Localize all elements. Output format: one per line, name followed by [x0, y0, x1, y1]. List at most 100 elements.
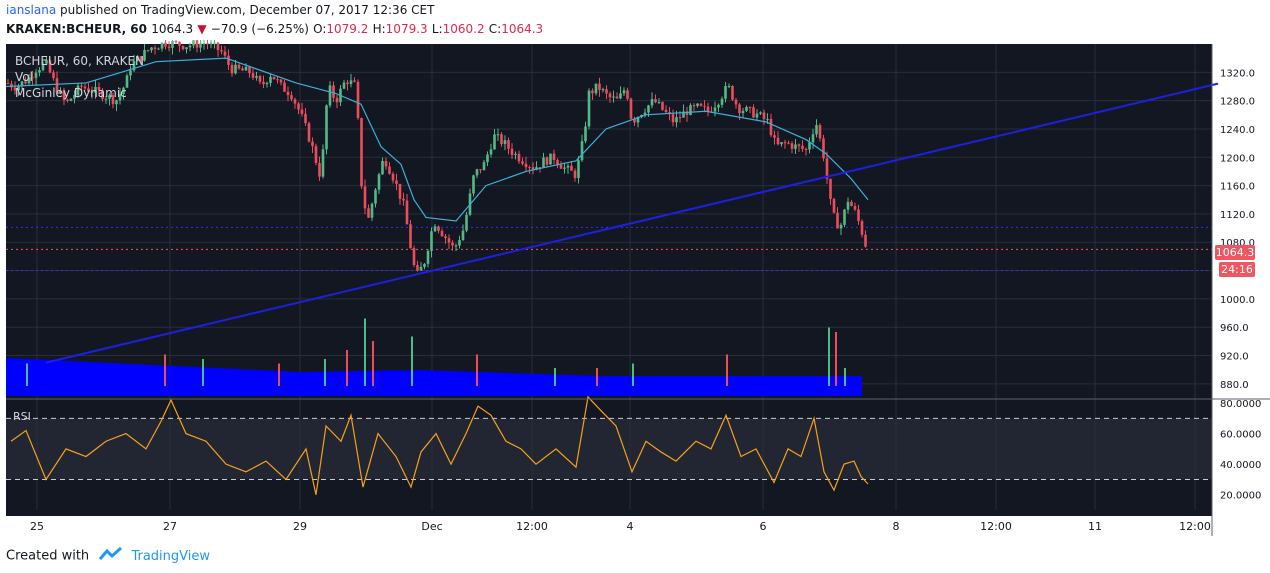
candle-body — [402, 198, 405, 201]
candle-body — [150, 47, 153, 51]
candle-body — [790, 143, 794, 149]
candle-body — [857, 209, 860, 222]
candle-body — [430, 231, 433, 251]
volume-bar — [596, 368, 598, 386]
candle-body — [615, 96, 619, 99]
volume-bar — [202, 359, 204, 386]
candle-body — [549, 153, 552, 165]
candle-body — [535, 167, 538, 170]
candle-body — [503, 140, 507, 145]
time-tick-label: 12:00 — [516, 520, 548, 533]
candle-body — [783, 142, 787, 144]
candle-body — [507, 140, 510, 149]
time-tick-label: 29 — [293, 520, 307, 533]
candle-body — [41, 63, 45, 71]
candle-body — [713, 107, 717, 112]
candle-body — [171, 41, 174, 48]
price-chart[interactable]: 1320.0 1280.0 1240.0 1200.0 1160.0 1120.0 1080… — [0, 40, 1270, 540]
candle-body — [440, 230, 444, 237]
candle-body — [220, 49, 223, 52]
candle-body — [367, 208, 370, 218]
candle-body — [31, 77, 34, 79]
candle-body — [90, 91, 94, 93]
candle-body — [447, 238, 451, 243]
symbol-label: KRAKEN:BCHEUR, 60 — [6, 22, 147, 36]
candle-body — [489, 149, 493, 155]
candle-body — [381, 160, 384, 175]
countdown-badge-bg — [1219, 262, 1255, 277]
candle-body — [283, 82, 286, 92]
close-label: C: — [488, 22, 502, 36]
candle-body — [461, 230, 465, 241]
candle-body — [272, 76, 276, 80]
tradingview-link[interactable]: TradingView — [131, 548, 210, 564]
candle-body — [633, 118, 636, 123]
candle-body — [650, 99, 654, 106]
candle-body — [594, 83, 598, 94]
candle-body — [580, 141, 584, 161]
last-price-badge-bg — [1215, 245, 1255, 260]
author-link[interactable]: ianslana — [6, 3, 57, 17]
candle-body — [724, 86, 727, 99]
candle-body — [195, 40, 199, 48]
candle-body — [552, 153, 556, 160]
volume-area — [6, 358, 862, 396]
candle-body — [76, 85, 80, 96]
candle-body — [398, 183, 402, 199]
candle-body — [321, 149, 325, 177]
candle-body — [255, 76, 258, 78]
candle-body — [675, 117, 678, 123]
candle-body — [825, 158, 829, 179]
candle-body — [458, 240, 461, 246]
candle-body — [45, 60, 48, 64]
candle-body — [328, 85, 332, 106]
candle-body — [251, 73, 255, 78]
time-tick-label: 6 — [760, 520, 767, 533]
candle-body — [843, 209, 846, 225]
candle-body — [269, 76, 272, 83]
candle-body — [258, 76, 262, 82]
candle-body — [27, 77, 31, 84]
candle-body — [24, 81, 27, 84]
candle-body — [409, 224, 412, 249]
candle-body — [391, 173, 395, 181]
candle-body — [94, 86, 97, 93]
candle-body — [454, 245, 458, 247]
candle-body — [426, 250, 430, 264]
candle-body — [55, 78, 59, 93]
candle-body — [745, 107, 748, 111]
candle-body — [479, 169, 482, 171]
legend-volume: Vol — [15, 70, 33, 84]
candle-body — [52, 72, 55, 79]
time-tick-label: 8 — [893, 520, 900, 533]
candle-body — [475, 169, 479, 176]
candle-body — [755, 113, 759, 118]
candle-body — [629, 98, 633, 119]
candle-body — [6, 82, 10, 84]
candle-body — [293, 99, 297, 104]
candle-body — [563, 167, 566, 169]
candle-body — [157, 48, 160, 50]
rsi-line — [10, 395, 869, 495]
time-tick-label: 27 — [163, 520, 177, 533]
candle-body — [423, 263, 426, 267]
candle-body — [153, 47, 157, 49]
candle-body — [38, 70, 41, 73]
volume-bar — [632, 363, 634, 386]
created-with-text: Created with — [6, 548, 90, 564]
candle-body — [556, 159, 559, 165]
candle-body — [598, 83, 601, 90]
candle-body — [416, 265, 419, 271]
volume-bar — [372, 341, 374, 386]
candle-body — [104, 98, 108, 100]
axes: 1320.0 1280.0 1240.0 1200.0 1160.0 1120.0 1080… — [6, 44, 1270, 536]
footer: Created with TradingView — [6, 546, 210, 565]
candle-body — [377, 174, 381, 190]
candle-body — [314, 146, 318, 164]
candle-body — [678, 117, 682, 119]
candle-body — [164, 42, 167, 47]
candle-body — [262, 81, 265, 85]
candle-body — [692, 105, 696, 107]
volume-bar — [835, 332, 837, 386]
candle-body — [762, 112, 766, 119]
